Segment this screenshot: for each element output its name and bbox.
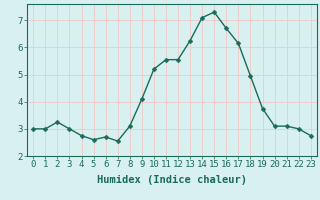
X-axis label: Humidex (Indice chaleur): Humidex (Indice chaleur): [97, 175, 247, 185]
